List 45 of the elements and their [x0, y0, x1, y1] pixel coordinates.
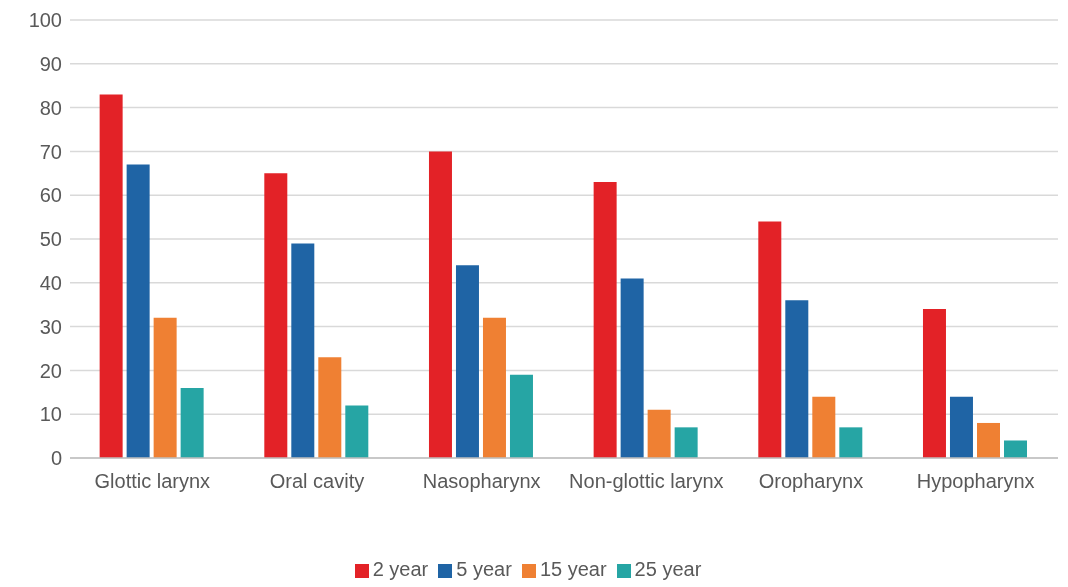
bar [922, 309, 946, 458]
bar [976, 422, 1000, 458]
y-tick-label: 70 [39, 140, 62, 163]
bar [428, 151, 452, 458]
legend-label: 25 year [634, 558, 702, 580]
y-tick-label: 60 [39, 184, 62, 207]
x-tick-label: Non-glottic larynx [569, 470, 724, 493]
bar [153, 317, 177, 458]
bar [949, 396, 973, 458]
y-tick-label: 40 [39, 271, 62, 294]
y-tick-label: 100 [28, 9, 62, 32]
y-tick-label: 10 [39, 403, 62, 426]
x-tick-label: Hypopharynx [916, 470, 1035, 493]
bar [620, 278, 644, 458]
y-tick-label: 50 [39, 228, 62, 251]
bar [345, 405, 369, 458]
bar [126, 164, 150, 458]
bar [1003, 440, 1027, 458]
bar [758, 221, 782, 458]
y-tick-label: 80 [39, 96, 62, 119]
legend-label: 2 year [372, 558, 429, 580]
legend-label: 5 year [456, 558, 512, 580]
bar [812, 396, 836, 458]
bar [482, 317, 506, 458]
bar [785, 300, 809, 458]
bar [839, 427, 863, 458]
y-tick-label: 90 [39, 52, 62, 75]
x-tick-label: Oral cavity [269, 470, 365, 493]
bar [264, 173, 288, 458]
y-tick-label: 30 [39, 315, 62, 338]
bar [674, 427, 698, 458]
bar [593, 182, 617, 458]
bar [509, 374, 533, 458]
y-tick-label: 0 [50, 447, 62, 470]
bar [318, 357, 342, 458]
x-tick-label: Oropharynx [758, 470, 864, 493]
x-tick-label: Glottic larynx [94, 470, 211, 493]
bar [291, 243, 315, 458]
bar [455, 265, 479, 458]
bar [99, 94, 123, 458]
bar [647, 409, 671, 458]
y-tick-label: 20 [39, 359, 62, 382]
bar [180, 387, 204, 458]
legend-label: 15 year [539, 558, 607, 580]
x-tick-label: Nasopharynx [422, 470, 541, 493]
